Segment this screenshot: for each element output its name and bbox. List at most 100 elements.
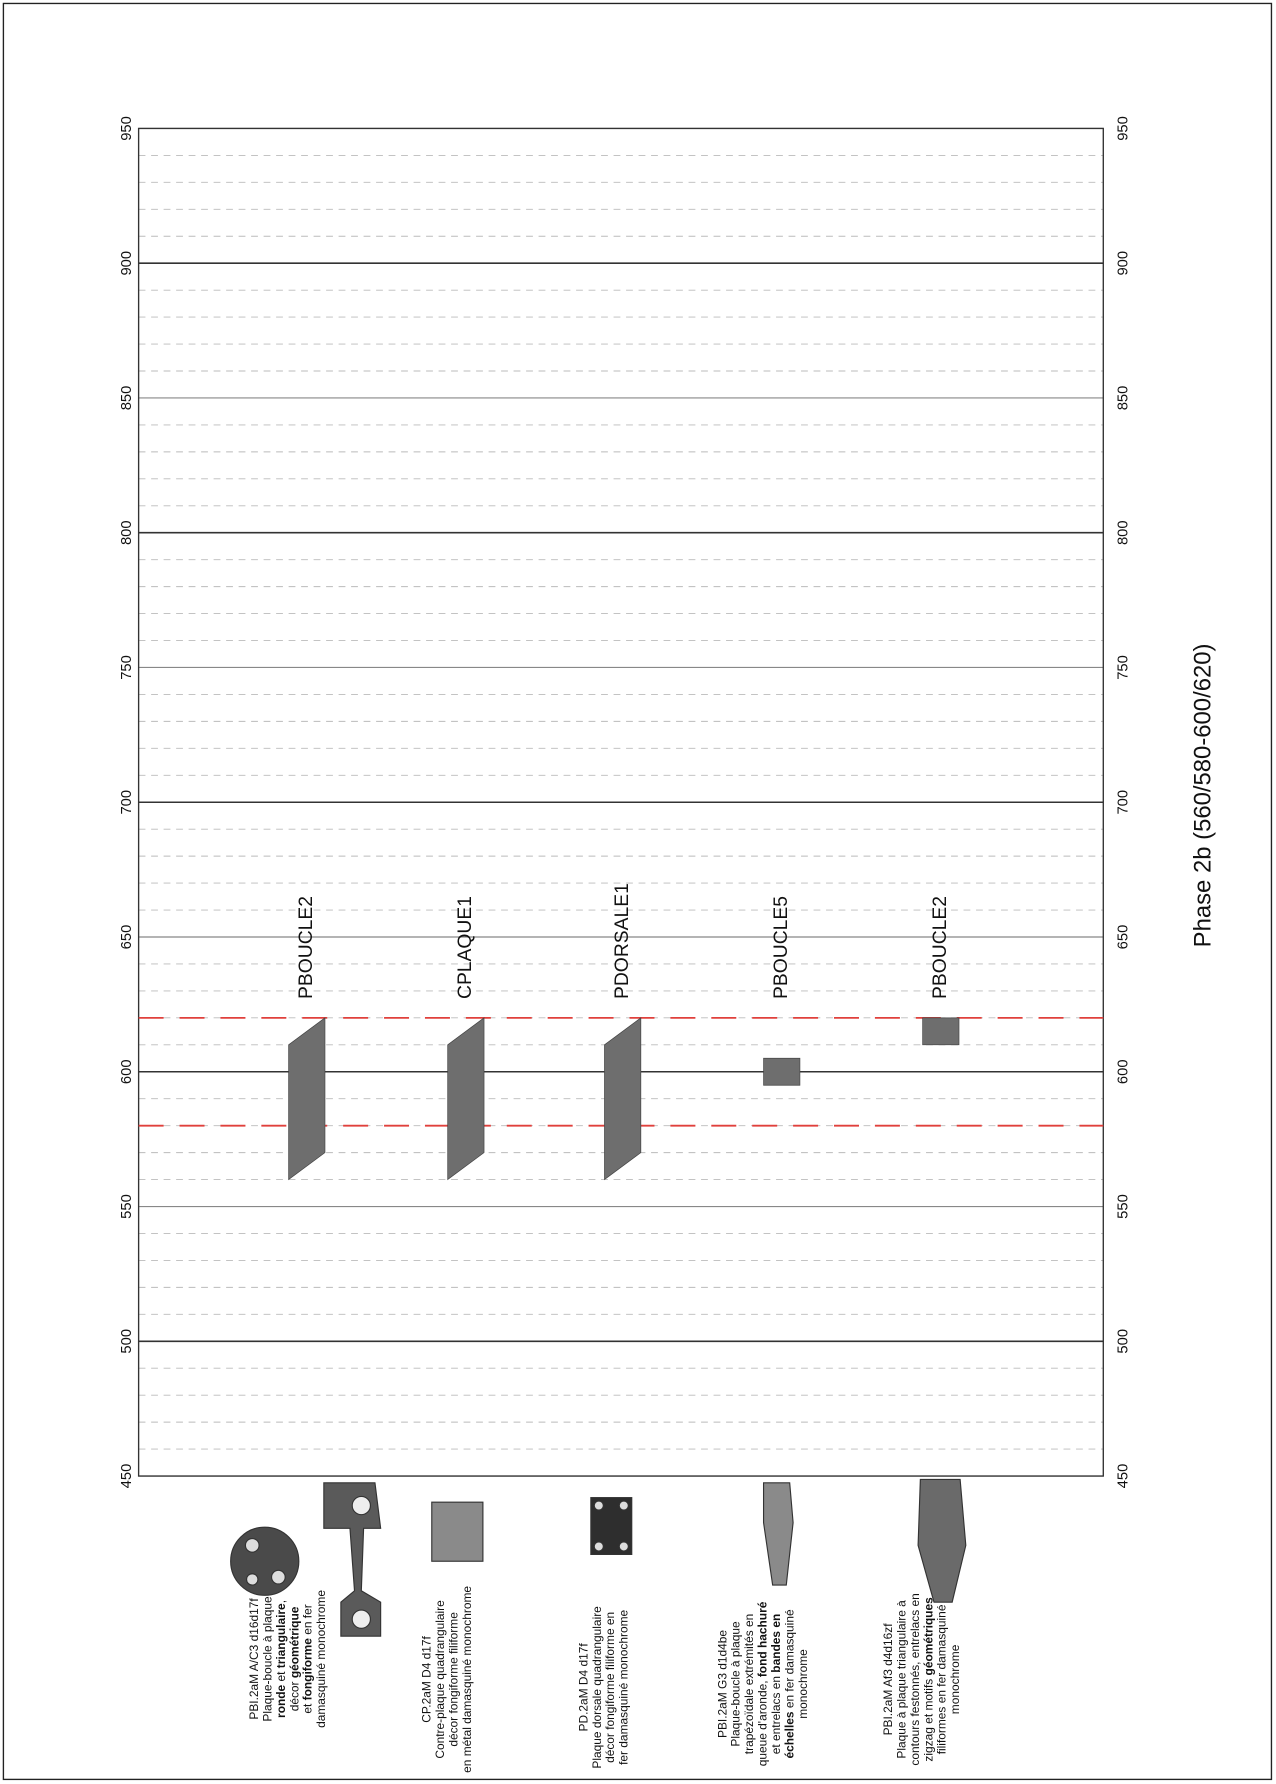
description-line: filiformes en fer damasquiné [935, 1604, 949, 1754]
description-line: Plaque à plaque triangulaire à [895, 1600, 909, 1759]
y-tick-label: 950 [119, 116, 135, 141]
item-label: PBOUCLE2 [930, 896, 951, 999]
description-line: décor fongiforme filiforme [447, 1612, 461, 1747]
description-line: fer damasquiné monochrome [617, 1609, 631, 1764]
description-text: fer damasquiné monochrome [617, 1609, 631, 1764]
description-text: en fer [301, 1604, 315, 1638]
description-text: contours festonnés, entrelacs en [908, 1593, 922, 1765]
description-line: CP.2aM D4 d17f [420, 1635, 434, 1722]
description-text: géométriques [921, 1597, 935, 1676]
description-text: et entrelacs en [769, 1673, 783, 1755]
description-line: ronde et triangulaire, [274, 1600, 288, 1718]
description-text: triangulaire [274, 1603, 288, 1668]
y-tick-label: 500 [119, 1329, 135, 1354]
description-text: géométrique [287, 1606, 301, 1678]
y-tick-label: 950 [1116, 116, 1132, 141]
y-tick-label: 800 [119, 520, 135, 545]
description-text: Plaque dorsale quadrangulaire [590, 1606, 604, 1769]
description-text: bandes en [769, 1614, 783, 1673]
description-text: en métal damasquiné monochrome [460, 1586, 474, 1773]
y-tick-label: 900 [1116, 251, 1132, 276]
description-line: trapézoïdale extrémités en [742, 1614, 756, 1755]
item-label: PDORSALE1 [612, 883, 633, 999]
y-tick-label: 850 [119, 386, 135, 411]
rotated-chart: 450 450 500 500 550 550 600 600 650 650 700 700 750 7… [119, 116, 1217, 1773]
range-bar [288, 1017, 326, 1181]
description-text: monochrome [796, 1649, 810, 1719]
description-text: et [274, 1668, 288, 1685]
description-line: zigzag et motifs géométriques [921, 1597, 935, 1762]
description-text: Plaque à plaque triangulaire à [895, 1600, 909, 1759]
description-line: monochrome [948, 1644, 962, 1714]
description-text: décor fongiforme filiforme [447, 1612, 461, 1747]
plot-frame [137, 127, 1104, 1477]
description-text: fongiforme [301, 1638, 315, 1701]
description-text: trapézoïdale extrémités en [742, 1614, 756, 1755]
item-label: PBOUCLE5 [771, 896, 792, 999]
description-text: CP.2aM D4 d17f [420, 1635, 434, 1722]
range-bar [604, 1017, 642, 1181]
description-text: zigzag et motifs [921, 1675, 935, 1761]
description-line: Contre-plaque quadrangulaire [433, 1600, 447, 1759]
y-tick-label: 500 [1116, 1329, 1132, 1354]
y-tick-label: 650 [1116, 925, 1132, 950]
y-tick-label: 750 [1116, 655, 1132, 680]
range-bar [922, 1017, 960, 1046]
description-line: Plaque dorsale quadrangulaire [590, 1606, 604, 1769]
description-line: Plaque-boucle à plaque [729, 1621, 743, 1747]
description-text: PBI.2aM A/C3 d16d17f [247, 1598, 261, 1720]
description-line: PBI.2aM G3 d1d4be [715, 1630, 729, 1738]
description-text: PD.2aM D4 d17f [577, 1643, 591, 1732]
item-label: CPLAQUE1 [455, 896, 476, 999]
y-tick-label: 600 [119, 1059, 135, 1084]
description-text: queue d'aronde, [756, 1677, 770, 1766]
y-tick-label: 750 [119, 655, 135, 680]
range-bar [447, 1017, 485, 1181]
y-tick-label: 700 [119, 790, 135, 815]
description-line: et entrelacs en bandes en [769, 1614, 783, 1754]
description-line: monochrome [796, 1649, 810, 1719]
description-line: PBI.2aM A/C3 d16d17f [247, 1598, 261, 1720]
item-label: PBOUCLE2 [296, 896, 317, 999]
description-line: décor fongiforme filiforme en [603, 1612, 617, 1763]
description-text: décor [287, 1678, 301, 1711]
description-line: PD.2aM D4 d17f [577, 1643, 591, 1732]
description-line: damasquiné monochrome [314, 1590, 328, 1728]
y-tick-label: 600 [1116, 1059, 1132, 1084]
y-tick-label: 550 [1116, 1194, 1132, 1219]
description-text: en fer damasquiné [783, 1609, 797, 1711]
y-tick-label: 650 [119, 925, 135, 950]
description-line: échelles en fer damasquiné [783, 1609, 797, 1758]
description-line: contours festonnés, entrelacs en [908, 1593, 922, 1765]
description-text: monochrome [948, 1644, 962, 1714]
description-text: ronde [274, 1684, 288, 1717]
chart-title: Phase 2b (560/580-600/620) [1190, 644, 1217, 948]
y-tick-label: 450 [119, 1464, 135, 1489]
description-line: et fongiforme en fer [301, 1604, 315, 1713]
y-tick-label: 900 [119, 251, 135, 276]
range-bar [763, 1057, 801, 1086]
description-line: Plaque-boucle à plaque [261, 1596, 275, 1722]
y-tick-label: 700 [1116, 790, 1132, 815]
description-text: , [274, 1600, 288, 1603]
description-text: et [301, 1700, 315, 1713]
y-tick-label: 800 [1116, 520, 1132, 545]
description-line: queue d'aronde, fond hachuré [756, 1601, 770, 1766]
description-text: damasquiné monochrome [314, 1590, 328, 1728]
description-text: filiformes en fer damasquiné [935, 1604, 949, 1754]
description-line: PBI.2aM Af3 d4d16zf [881, 1623, 895, 1736]
description-line: décor géométrique [287, 1606, 301, 1711]
y-tick-label: 450 [1116, 1464, 1132, 1489]
description-text: échelles [783, 1711, 797, 1758]
description-text: Contre-plaque quadrangulaire [433, 1600, 447, 1759]
y-tick-label: 550 [119, 1194, 135, 1219]
description-text: décor fongiforme filiforme en [603, 1612, 617, 1763]
description-text: fond hachuré [756, 1601, 770, 1677]
description-text: PBI.2aM Af3 d4d16zf [881, 1623, 895, 1736]
y-tick-label: 850 [1116, 386, 1132, 411]
description-line: en métal damasquiné monochrome [460, 1586, 474, 1773]
description-text: Plaque-boucle à plaque [729, 1621, 743, 1747]
